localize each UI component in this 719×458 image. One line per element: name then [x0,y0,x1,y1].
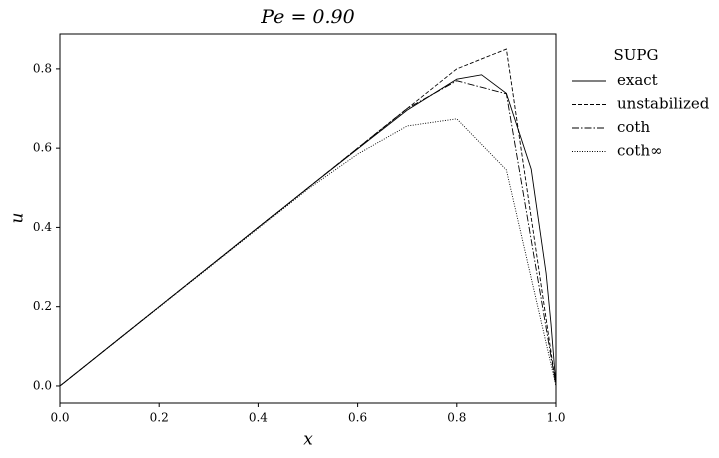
y-tick-label: 0.2 [33,299,52,313]
y-tick-label: 0.6 [33,141,52,155]
legend-label: exact [617,71,658,89]
legend-label: coth∞ [617,142,663,160]
plot-frame [59,33,557,404]
x-tick-label: 0.8 [447,411,466,425]
y-axis-label: u [8,213,28,224]
line [59,74,557,387]
x-tick-label: 1.0 [546,411,565,425]
y-tick-label: 0.8 [33,61,52,75]
x-axis-label: x [303,430,313,450]
chart-title: Pe = 0.90 [260,6,354,28]
x-tick-label: 0.0 [50,411,69,425]
line [59,80,557,387]
x-tick-label: 0.4 [249,411,268,425]
line [59,118,557,387]
legend-label: coth [617,118,650,136]
legend-label: unstabilized [617,95,710,113]
line [59,48,557,387]
y-tick-label: 0.0 [33,378,52,392]
x-tick-label: 0.2 [150,411,169,425]
y-tick-label: 0.4 [33,220,52,234]
legend-title: SUPG [614,46,659,64]
x-tick-label: 0.6 [348,411,367,425]
